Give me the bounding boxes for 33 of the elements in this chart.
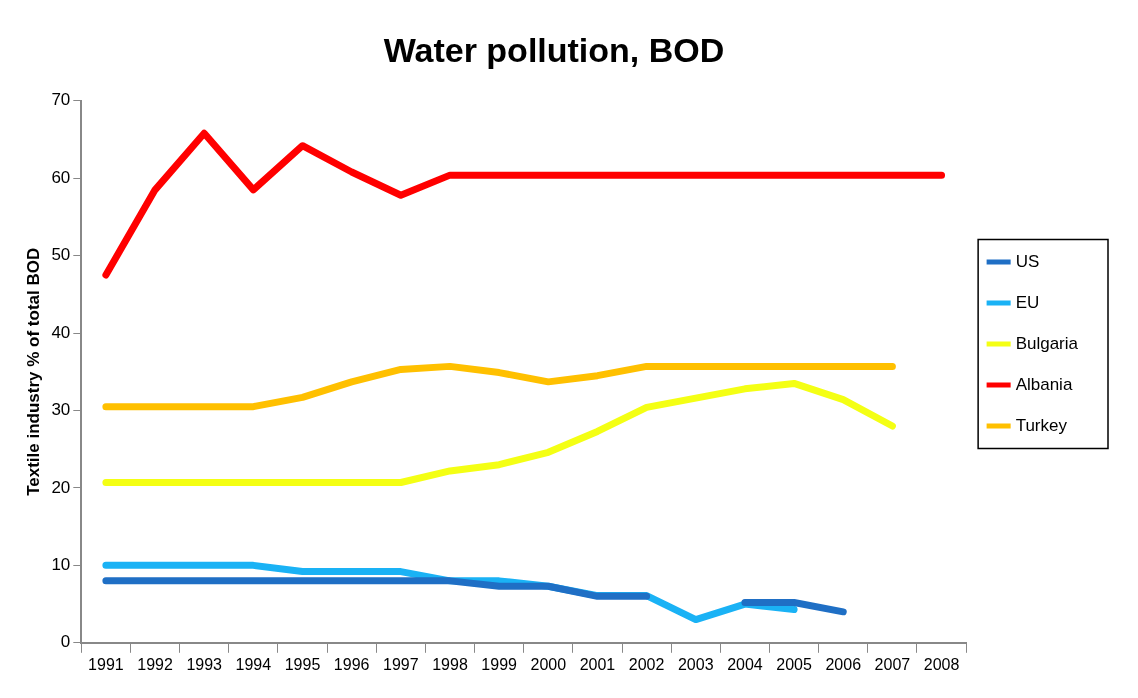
y-axis-title: Textile industry % of total BOD (23, 247, 43, 496)
x-tick-label: 1998 (432, 655, 468, 673)
x-tick-label: 2000 (530, 655, 567, 673)
x-tick-label: 1999 (481, 655, 518, 673)
y-tick-label: 20 (51, 477, 71, 497)
x-tick-label: 2005 (776, 655, 812, 673)
x-tick-label: 1994 (235, 655, 272, 673)
x-tick-label: 2007 (874, 655, 911, 673)
y-tick-label: 0 (60, 632, 71, 652)
y-tick-label: 30 (51, 400, 71, 420)
legend-label: Bulgaria (1015, 333, 1079, 353)
legend-label: Albania (1015, 374, 1073, 394)
y-tick-label: 60 (51, 167, 71, 187)
y-tick-label: 10 (51, 555, 71, 575)
y-tick-label: 70 (51, 90, 71, 110)
x-tick-label: 1991 (88, 655, 124, 673)
x-tick-label: 2006 (825, 655, 862, 673)
legend-label: US (1015, 251, 1040, 271)
y-tick-label: 40 (51, 322, 71, 342)
legend-label: Turkey (1015, 415, 1068, 435)
x-tick-label: 1992 (137, 655, 173, 673)
x-tick-label: 2004 (727, 655, 763, 673)
x-tick-label: 1995 (284, 655, 321, 673)
x-tick-label: 2002 (628, 655, 665, 673)
x-tick-label: 1993 (186, 655, 223, 673)
chart-title: Water pollution, BOD (383, 30, 725, 69)
y-tick-label: 50 (51, 245, 71, 265)
x-tick-label: 1996 (333, 655, 370, 673)
x-tick-label: 2008 (923, 655, 960, 673)
x-tick-label: 2001 (579, 655, 616, 673)
x-tick-label: 1997 (383, 655, 419, 673)
x-tick-label: 2003 (677, 655, 714, 673)
legend-label: EU (1015, 292, 1040, 312)
